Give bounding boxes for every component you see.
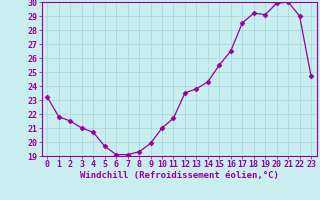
X-axis label: Windchill (Refroidissement éolien,°C): Windchill (Refroidissement éolien,°C)	[80, 171, 279, 180]
